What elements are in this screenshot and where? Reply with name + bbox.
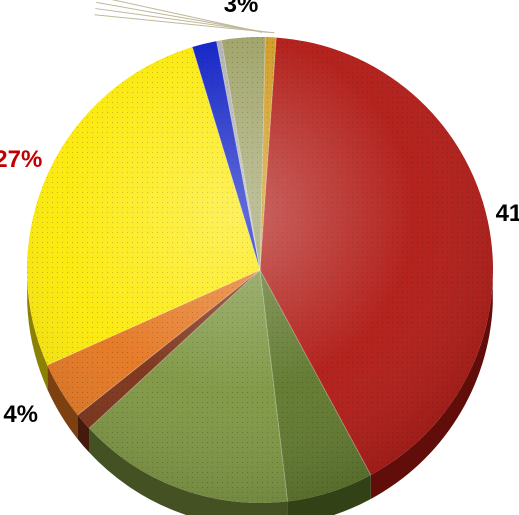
pie-chart: 41%6%15%4%27%3% — [0, 0, 519, 515]
leader-lines — [95, 0, 275, 33]
pie-svg — [0, 0, 519, 515]
pie-top — [27, 37, 493, 503]
